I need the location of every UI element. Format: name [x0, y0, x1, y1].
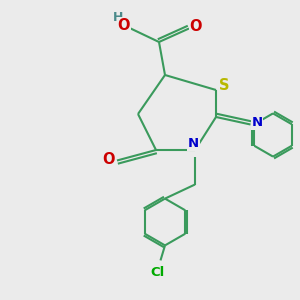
Text: H: H [113, 11, 123, 24]
Text: O: O [102, 152, 115, 166]
Text: S: S [219, 78, 230, 93]
Text: O: O [118, 18, 130, 33]
Text: O: O [189, 19, 202, 34]
Text: N: N [251, 116, 263, 129]
Text: Cl: Cl [150, 266, 165, 279]
Text: N: N [188, 137, 199, 150]
